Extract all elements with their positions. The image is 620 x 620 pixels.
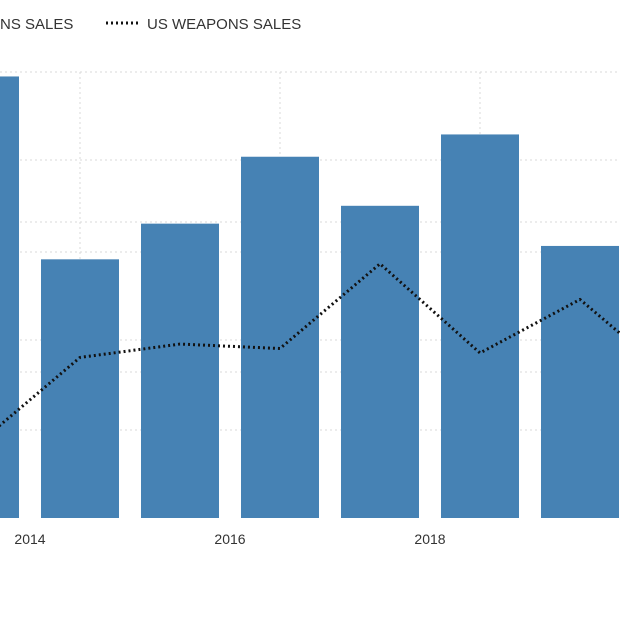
x-tick-label-2018: 2018 <box>414 531 445 547</box>
x-axis-ticks: 2014 2016 2018 <box>14 531 445 547</box>
x-tick-label-2016: 2016 <box>214 531 245 547</box>
series-line-us-weapons-sales <box>0 262 620 428</box>
bar-2016 <box>241 156 319 519</box>
legend-bar-label: NS SALES <box>0 16 73 33</box>
bar-2018 <box>441 134 519 518</box>
bar-2015 <box>141 223 219 518</box>
legend: NS SALES US WEAPONS SALES <box>0 16 301 33</box>
bar-2013 <box>0 76 19 519</box>
line-series <box>0 262 620 428</box>
bar-2014 <box>41 259 119 518</box>
x-tick-label-2014: 2014 <box>14 531 45 547</box>
bar-2017 <box>341 205 419 519</box>
bar-series <box>0 76 619 519</box>
bar-2019 <box>541 245 619 518</box>
legend-line-label: US WEAPONS SALES <box>147 16 301 33</box>
